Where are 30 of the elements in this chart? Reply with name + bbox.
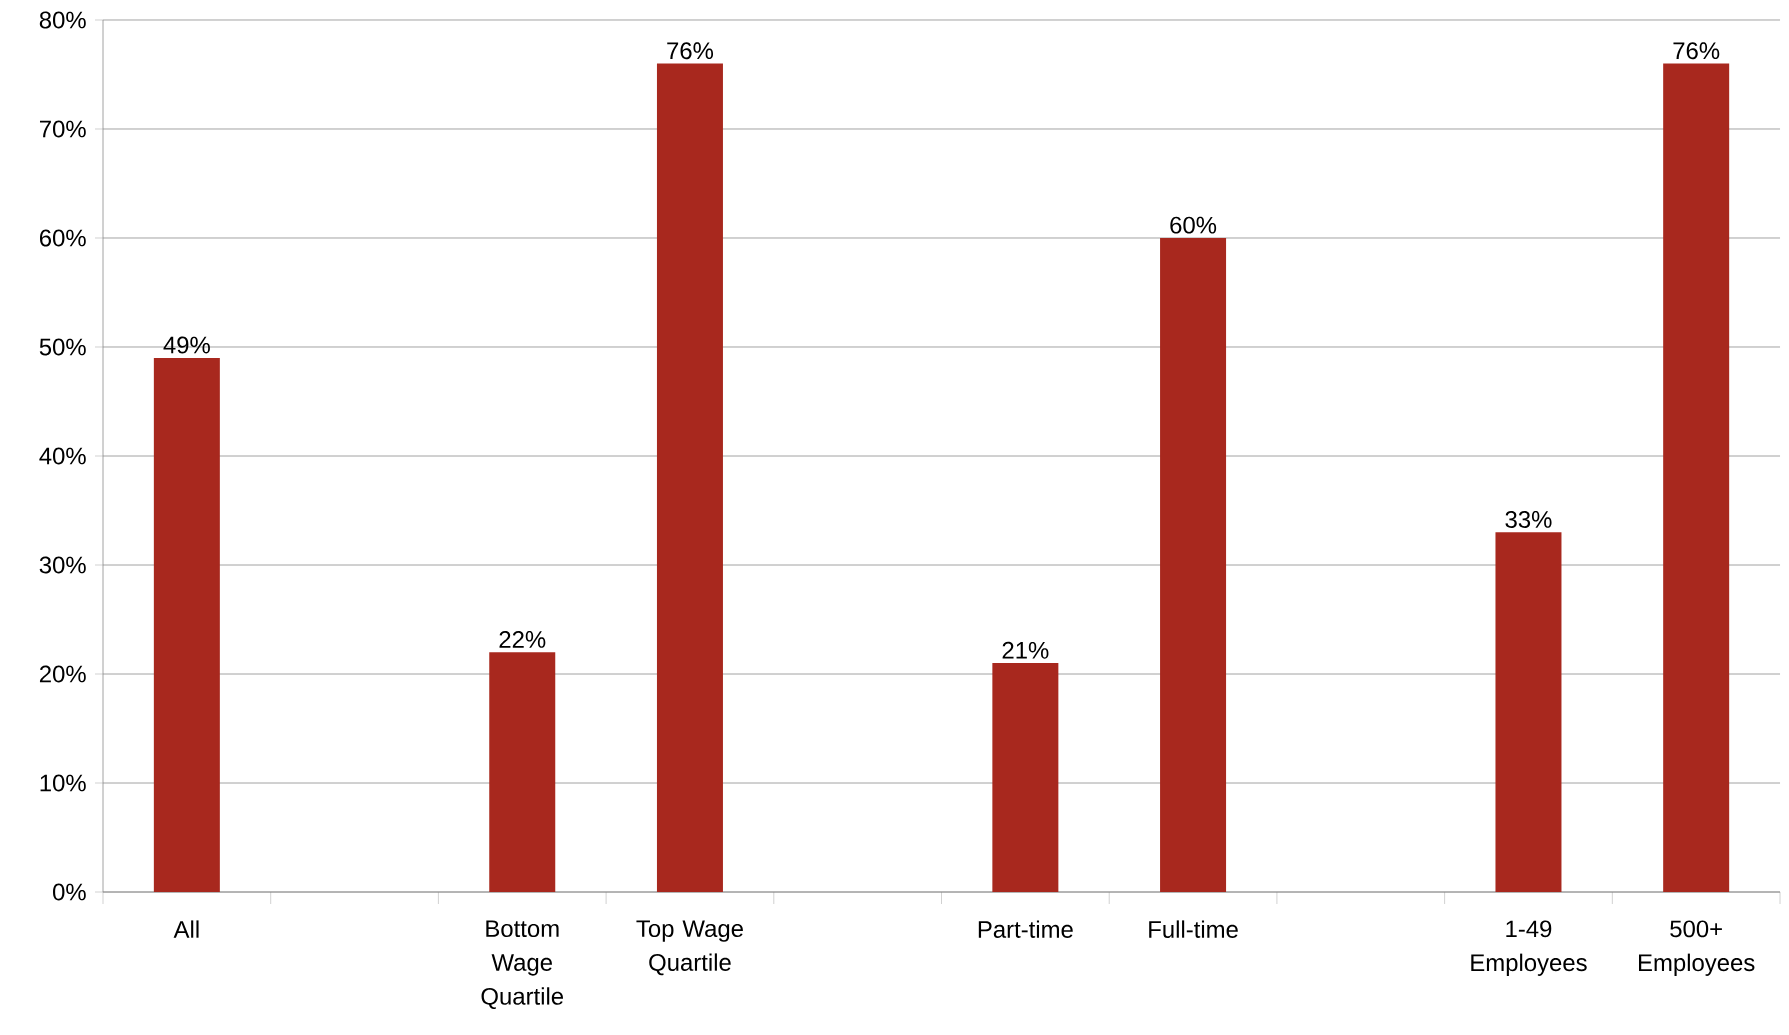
y-tick-label: 80% <box>39 11 86 29</box>
data-label: 60% <box>1170 216 1217 234</box>
x-tick-label: Full-time <box>1149 920 1238 938</box>
y-tick-label: 70% <box>39 120 86 138</box>
data-label: 33% <box>1505 510 1552 528</box>
y-tick-label: 40% <box>39 447 86 465</box>
x-tick-label: Bottom Wage Quartile <box>481 920 564 1010</box>
x-tick-label: 1-49 Employees <box>1471 920 1587 976</box>
data-label: 76% <box>1673 42 1720 60</box>
y-tick-label: 10% <box>40 774 86 792</box>
data-label: 49% <box>163 336 210 354</box>
y-tick-label: 60% <box>39 229 86 247</box>
y-tick-label: 30% <box>39 556 86 574</box>
bar <box>1663 63 1730 892</box>
x-tick-label: Part-time <box>978 920 1073 938</box>
bar <box>1160 237 1227 892</box>
data-label: 76% <box>667 42 714 60</box>
bar <box>992 663 1059 892</box>
bar <box>1495 532 1562 892</box>
x-tick-label: Top Wage Quartile <box>636 920 743 976</box>
data-label: 22% <box>499 630 546 648</box>
bar <box>153 357 220 892</box>
y-tick-label: 50% <box>39 338 86 356</box>
bar <box>489 652 556 892</box>
bar <box>656 63 723 892</box>
y-tick-label: 20% <box>39 665 86 683</box>
data-label: 21% <box>1002 641 1049 659</box>
x-tick-label: 500+ Employees <box>1639 920 1755 976</box>
x-tick-label: All <box>173 920 199 938</box>
y-tick-label: 0% <box>53 883 86 901</box>
